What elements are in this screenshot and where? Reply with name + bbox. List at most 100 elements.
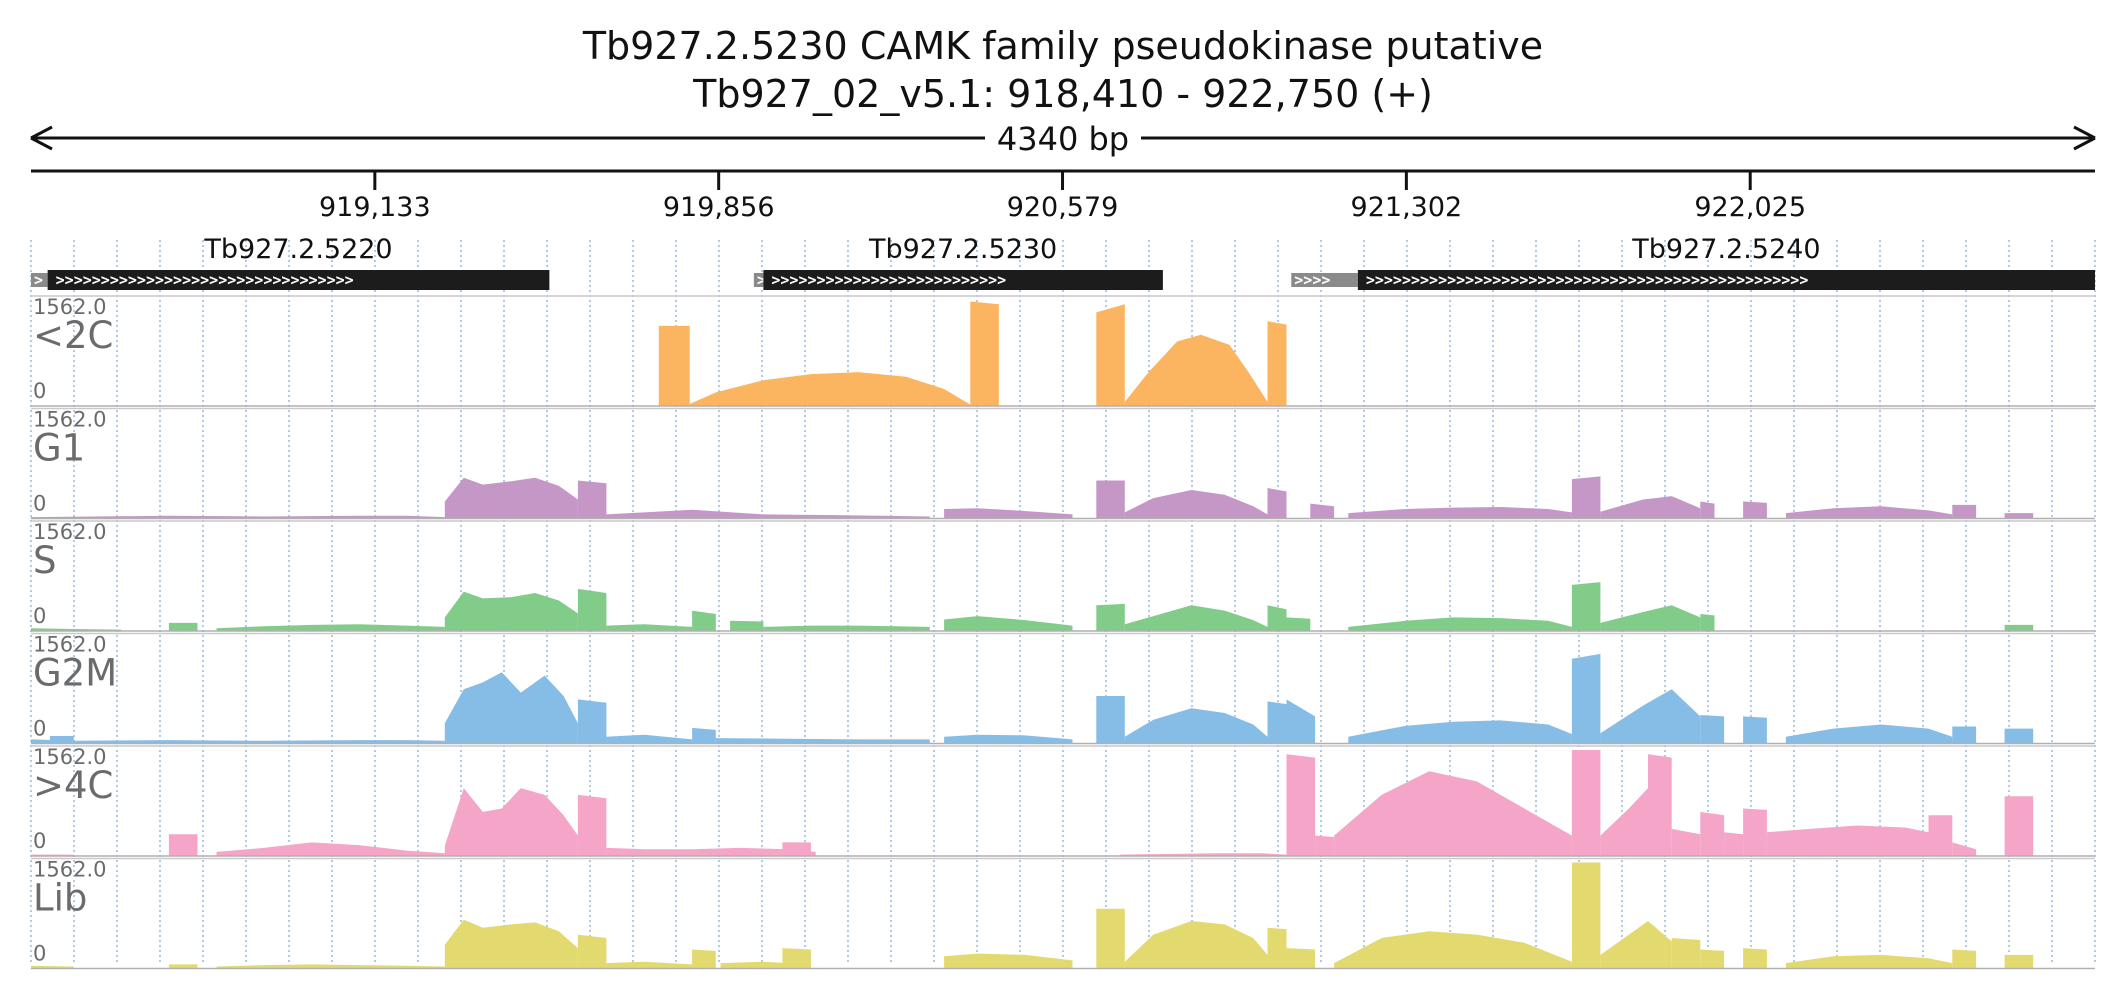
y-max-label: 1562.0 (33, 633, 106, 657)
gene-utr-arrows: >>>> (1294, 271, 1330, 289)
series-label: Lib (33, 877, 87, 920)
coverage-area (73, 740, 445, 744)
coverage-area (2004, 728, 2034, 744)
coverage-area (444, 788, 578, 856)
coverage-area (1600, 496, 1701, 519)
gene-body (47, 270, 550, 290)
coverage-area (2004, 796, 2034, 856)
coverage-area (1124, 708, 1268, 744)
gene-label: Tb927.2.5220 (203, 234, 392, 265)
coverage-area (1743, 948, 1767, 969)
y-max-label: 1562.0 (33, 745, 106, 769)
coverage-area (944, 616, 1073, 631)
coverage-area (692, 610, 716, 631)
gene-body (763, 270, 1163, 290)
coverage-area (715, 738, 930, 744)
span-arrow-left (30, 125, 53, 151)
coverage-area (1952, 504, 1977, 519)
y-max-label: 1562.0 (33, 520, 106, 544)
coverage-area (606, 509, 930, 519)
chart-title: Tb927.2.5230 CAMK family pseudokinase pu… (582, 24, 1543, 68)
coverage-area (1700, 715, 1725, 744)
y-min-label: 0 (33, 717, 46, 741)
y-min-label: 0 (33, 942, 46, 966)
coverage-area (1571, 476, 1601, 519)
coverage-area (1315, 835, 1335, 856)
coverage-area (1700, 501, 1715, 519)
gene-track: > >>>>>>>>>>>>>>>>>>>>>>>>>>>>>>>>>Tb927.… (31, 234, 2095, 290)
coverage-area (944, 953, 1073, 969)
series-label: >4C (33, 764, 113, 807)
y-max-label: 1562.0 (33, 858, 106, 882)
coverage-area (1600, 689, 1701, 744)
gene-strand-arrows: >>>>>>>>>>>>>>>>>>>>>>>>>>>>>>>>>>>>>>>>… (1366, 271, 1809, 289)
coverage-area (1743, 808, 1767, 856)
coverage-area (1096, 480, 1125, 519)
y-max-label: 1562.0 (33, 408, 106, 432)
coverage-area (577, 588, 607, 631)
gene-utr (753, 273, 764, 287)
gene-strand-arrows: >>>>>>>>>>>>>>>>>>>>>>>>>>>>>>>>> (56, 271, 354, 289)
x-tick-label: 920,579 (1007, 192, 1119, 223)
coverage-area (444, 919, 578, 969)
coverage-area (606, 624, 693, 631)
coverage-area (1334, 931, 1572, 969)
coverage-area (1743, 716, 1767, 744)
coverage-area (1571, 582, 1601, 631)
coverage-area (944, 508, 1073, 519)
coverage-area (606, 961, 693, 969)
gene-strand-arrows: >>>>>>>>>>>>>>>>>>>>>>>>>> (771, 271, 1006, 289)
coverage-area (1096, 696, 1125, 744)
coverage-area (444, 672, 578, 744)
coverage-area (606, 734, 693, 744)
coverage-area (1267, 701, 1287, 744)
coverage-area (1571, 750, 1601, 856)
coverage-area (1600, 605, 1701, 631)
coverage-area (1766, 825, 1929, 856)
coverage-area (1286, 754, 1316, 856)
coverage-area (1348, 720, 1572, 744)
series-label: G2M (33, 652, 117, 695)
coverage-area (1124, 921, 1268, 969)
coverage-area (1124, 334, 1268, 406)
gene-body (1357, 270, 2095, 290)
coverage-area (577, 934, 607, 969)
coverage-area (444, 477, 578, 519)
x-tick-label: 921,302 (1351, 192, 1463, 223)
coverage-area (692, 727, 716, 744)
gene-label: Tb927.2.5230 (868, 234, 1057, 265)
coverage-area (689, 372, 971, 406)
coverage-area (50, 736, 74, 744)
coverage-area (168, 622, 198, 631)
coverage-area (1267, 321, 1287, 406)
x-tick-label: 919,856 (663, 192, 775, 223)
coverage-area (1286, 948, 1316, 969)
coverage-area (1267, 605, 1287, 631)
coverage-area (1600, 788, 1648, 856)
coverage-area (577, 480, 607, 519)
coverage-area (1785, 506, 1953, 519)
gene-utr-arrows: > (34, 271, 43, 289)
coverage-area (1348, 507, 1572, 519)
coverage-area (782, 842, 811, 856)
coverage-area (2004, 513, 2034, 519)
coverage-area (444, 591, 578, 631)
coverage-area (1286, 699, 1316, 744)
coverage-area (1310, 503, 1335, 519)
series-label: G1 (33, 427, 85, 470)
coverage-area (1671, 938, 1701, 969)
coverage-area (1096, 908, 1125, 969)
coverage-area (692, 949, 716, 969)
coverage-area (216, 624, 445, 631)
coverage-area (1124, 490, 1268, 519)
coverage-area (1286, 617, 1311, 631)
span-label: 4340 bp (997, 120, 1129, 158)
y-min-label: 0 (33, 492, 46, 516)
genome-axis: 919,133 919,856 920,579 921,302 922,025 (31, 169, 2095, 223)
coverage-area (1671, 828, 1701, 856)
coverage-tracks: 1562.00<2C1562.00G11562.00S1562.00G2M156… (31, 295, 2095, 970)
coverage-area (1700, 614, 1715, 631)
y-min-label: 0 (33, 604, 46, 628)
coverage-area (1743, 501, 1767, 519)
